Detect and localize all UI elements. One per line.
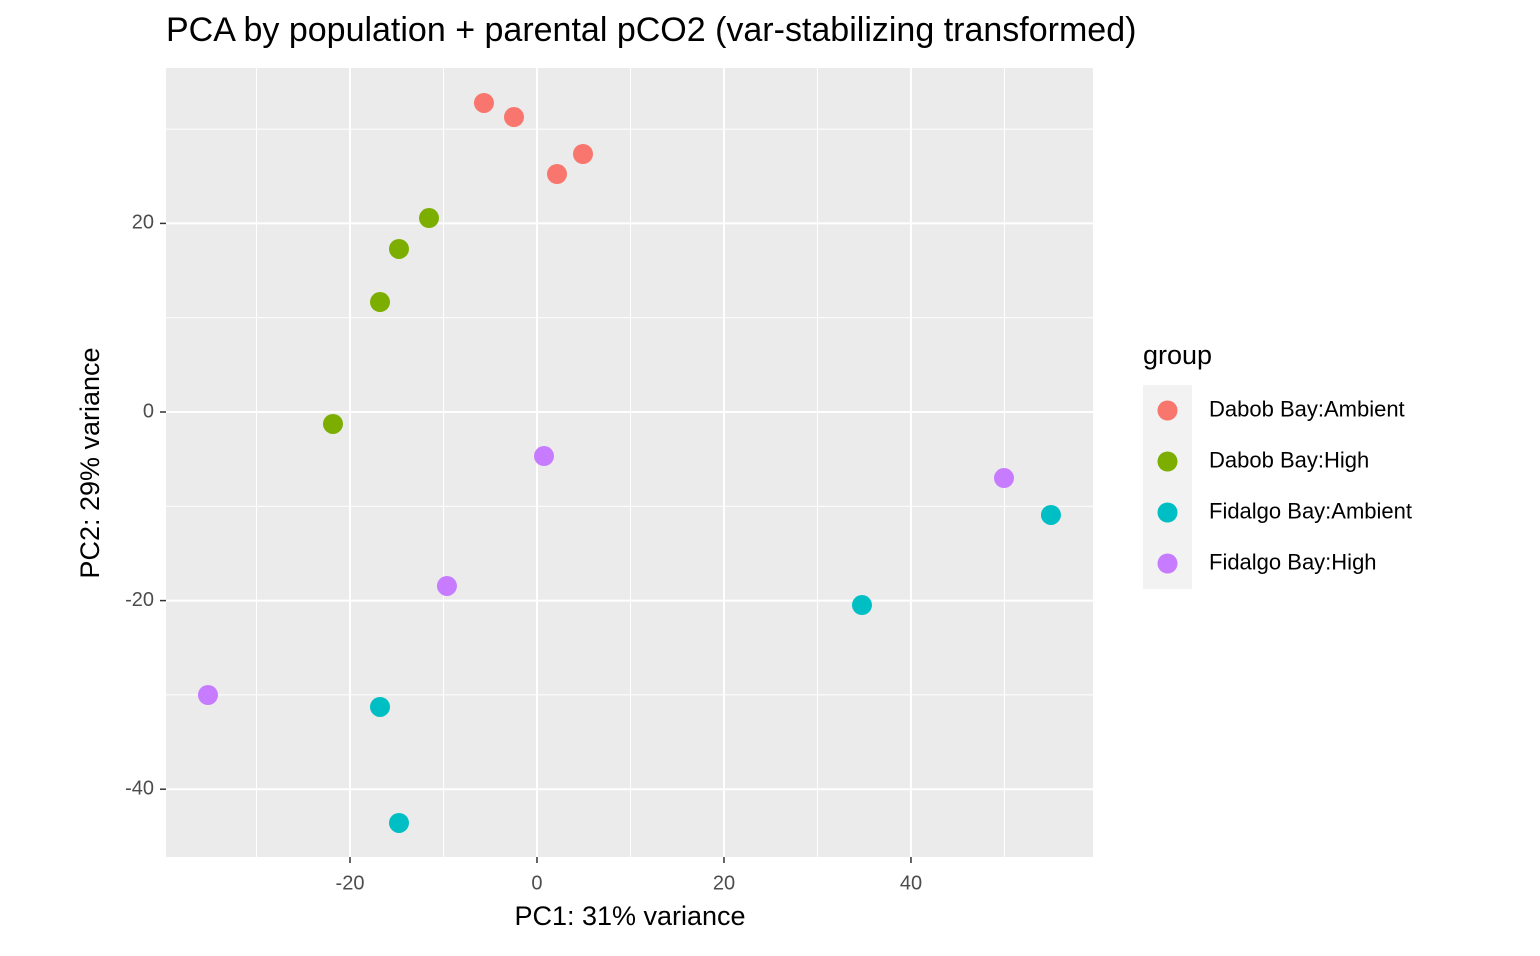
chart-title: PCA by population + parental pCO2 (var-s… [166, 11, 1136, 49]
x-tick-label: 0 [531, 872, 542, 894]
point [1040, 504, 1061, 525]
point [572, 144, 593, 165]
y-tick-label: -20 [125, 589, 154, 611]
point [370, 292, 391, 313]
point [436, 575, 457, 596]
point [388, 238, 409, 259]
y-tick-label: 20 [132, 212, 154, 234]
point [370, 696, 391, 717]
legend-label: Fidalgo Bay:Ambient [1209, 498, 1412, 523]
x-tick-label: 20 [713, 872, 735, 894]
point [993, 468, 1014, 489]
point [851, 595, 872, 616]
legend-label: Dabob Bay:Ambient [1209, 396, 1405, 421]
point [473, 92, 494, 113]
legend-label: Fidalgo Bay:High [1209, 549, 1377, 574]
y-tick-label: 0 [143, 400, 154, 422]
panel [166, 68, 1093, 857]
legend-title: group [1143, 340, 1212, 370]
legend-key [1157, 451, 1178, 472]
legend-label: Dabob Bay:High [1209, 447, 1369, 472]
point [197, 684, 218, 705]
y-tick-label: -40 [125, 777, 154, 799]
point [322, 413, 343, 434]
x-tick-label: 40 [900, 872, 922, 894]
grid [166, 68, 1093, 857]
x-tick-label: -20 [336, 872, 365, 894]
point [533, 446, 554, 467]
legend-key [1157, 502, 1178, 523]
legend-key [1157, 553, 1178, 574]
point [546, 163, 567, 184]
point [503, 107, 524, 128]
legend-key [1157, 400, 1178, 421]
point [419, 208, 440, 229]
y-axis-label: PC2: 29% variance [75, 347, 105, 578]
x-axis-label: PC1: 31% variance [514, 901, 745, 931]
point [388, 812, 409, 833]
